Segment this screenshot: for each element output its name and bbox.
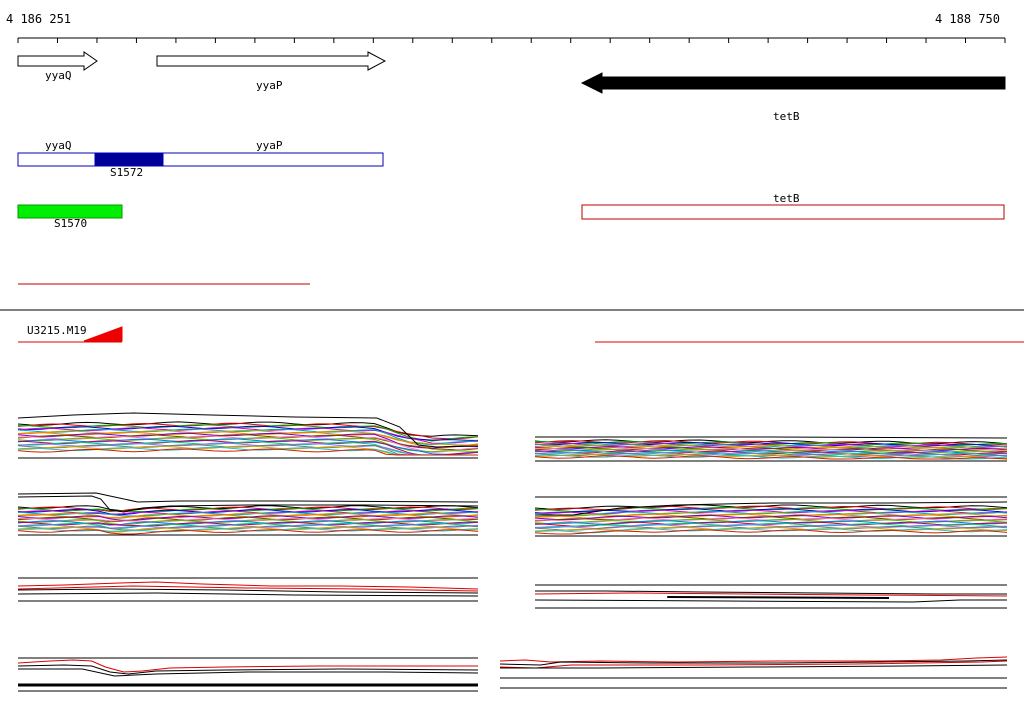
segment-label-tetB: tetB <box>773 192 800 205</box>
coordinate-end: 4 188 750 <box>934 12 1000 26</box>
profile-line <box>17 510 479 515</box>
profile-line <box>17 438 479 455</box>
profile-line <box>17 513 479 519</box>
profile-line <box>534 448 1008 454</box>
profile-line <box>499 656 1008 663</box>
profile-line <box>17 426 479 444</box>
gene-label-tetB: tetB <box>773 110 800 123</box>
probe-signal-wedge <box>83 326 123 342</box>
segment-S1570-box[interactable] <box>17 204 123 219</box>
profile-line <box>17 522 479 530</box>
profile-line <box>534 521 1008 527</box>
profile-line <box>667 596 890 599</box>
profile-line <box>534 450 1008 456</box>
profile-line <box>534 509 1008 515</box>
profile-line <box>17 529 479 535</box>
gene-arrow-yyaQ[interactable] <box>17 51 98 71</box>
profile-line <box>534 510 1008 517</box>
profile-line <box>534 455 1008 460</box>
profile-line <box>534 440 1008 446</box>
profile-line <box>17 428 479 446</box>
gene-label-yyaQ: yyaQ <box>45 69 72 82</box>
gene-arrow-yyaP[interactable] <box>156 51 387 71</box>
profile-line <box>17 585 479 592</box>
profile-line <box>17 588 479 594</box>
profile-line <box>534 523 1008 530</box>
segment-S1572-box[interactable] <box>94 152 164 167</box>
profile-line <box>17 442 478 456</box>
profile-line <box>17 524 479 529</box>
segment-outline-yyaQ-yyaP[interactable] <box>17 152 384 167</box>
profile-line <box>535 501 1008 516</box>
profile-line <box>17 425 479 441</box>
segment-label-S1572: S1572 <box>110 166 144 179</box>
profile-line <box>499 659 1008 666</box>
profile-line <box>17 492 479 503</box>
gene-arrow-tetB[interactable] <box>580 72 1006 94</box>
profile-line <box>500 664 1008 669</box>
profile-line <box>17 581 479 590</box>
profile-line <box>17 519 479 526</box>
profile-line <box>17 525 479 531</box>
segment-label-yyaQ: yyaQ <box>45 139 72 152</box>
profile-line <box>17 505 479 512</box>
profile-line <box>17 439 479 456</box>
profile-line <box>534 599 1007 603</box>
profile-line <box>17 437 479 453</box>
profile-line <box>534 522 1008 529</box>
segment-label-yyaP: yyaP <box>256 139 283 152</box>
profile-line <box>17 511 479 517</box>
profile-line <box>17 412 479 448</box>
coordinate-start: 4 186 251 <box>6 12 72 26</box>
profile-line <box>534 592 1008 597</box>
gene-label-yyaP: yyaP <box>256 79 283 92</box>
probe-label: U3215.M19 <box>27 324 87 337</box>
segment-label-S1570: S1570 <box>54 217 88 230</box>
profile-line <box>17 592 479 597</box>
profile-line <box>17 507 479 513</box>
profile-line <box>17 659 478 673</box>
segment-tetB-box[interactable] <box>581 204 1005 220</box>
profile-line <box>17 424 479 442</box>
profile-line <box>17 444 478 456</box>
profile-line <box>534 529 1008 535</box>
profile-line <box>17 508 479 516</box>
profile-line <box>535 436 1008 439</box>
profile-line <box>17 520 479 526</box>
profile-line <box>534 518 1008 525</box>
profile-line <box>17 521 479 527</box>
profile-line <box>17 421 479 437</box>
profile-line <box>17 495 479 513</box>
profile-line <box>534 520 1008 525</box>
profile-line <box>534 441 1008 448</box>
profile-line <box>17 448 478 456</box>
profile-line <box>535 590 1007 595</box>
profile-line <box>534 451 1008 457</box>
profile-line <box>18 668 479 677</box>
profile-line <box>17 664 479 675</box>
profile-line <box>534 508 1008 514</box>
profile-line <box>17 441 478 456</box>
